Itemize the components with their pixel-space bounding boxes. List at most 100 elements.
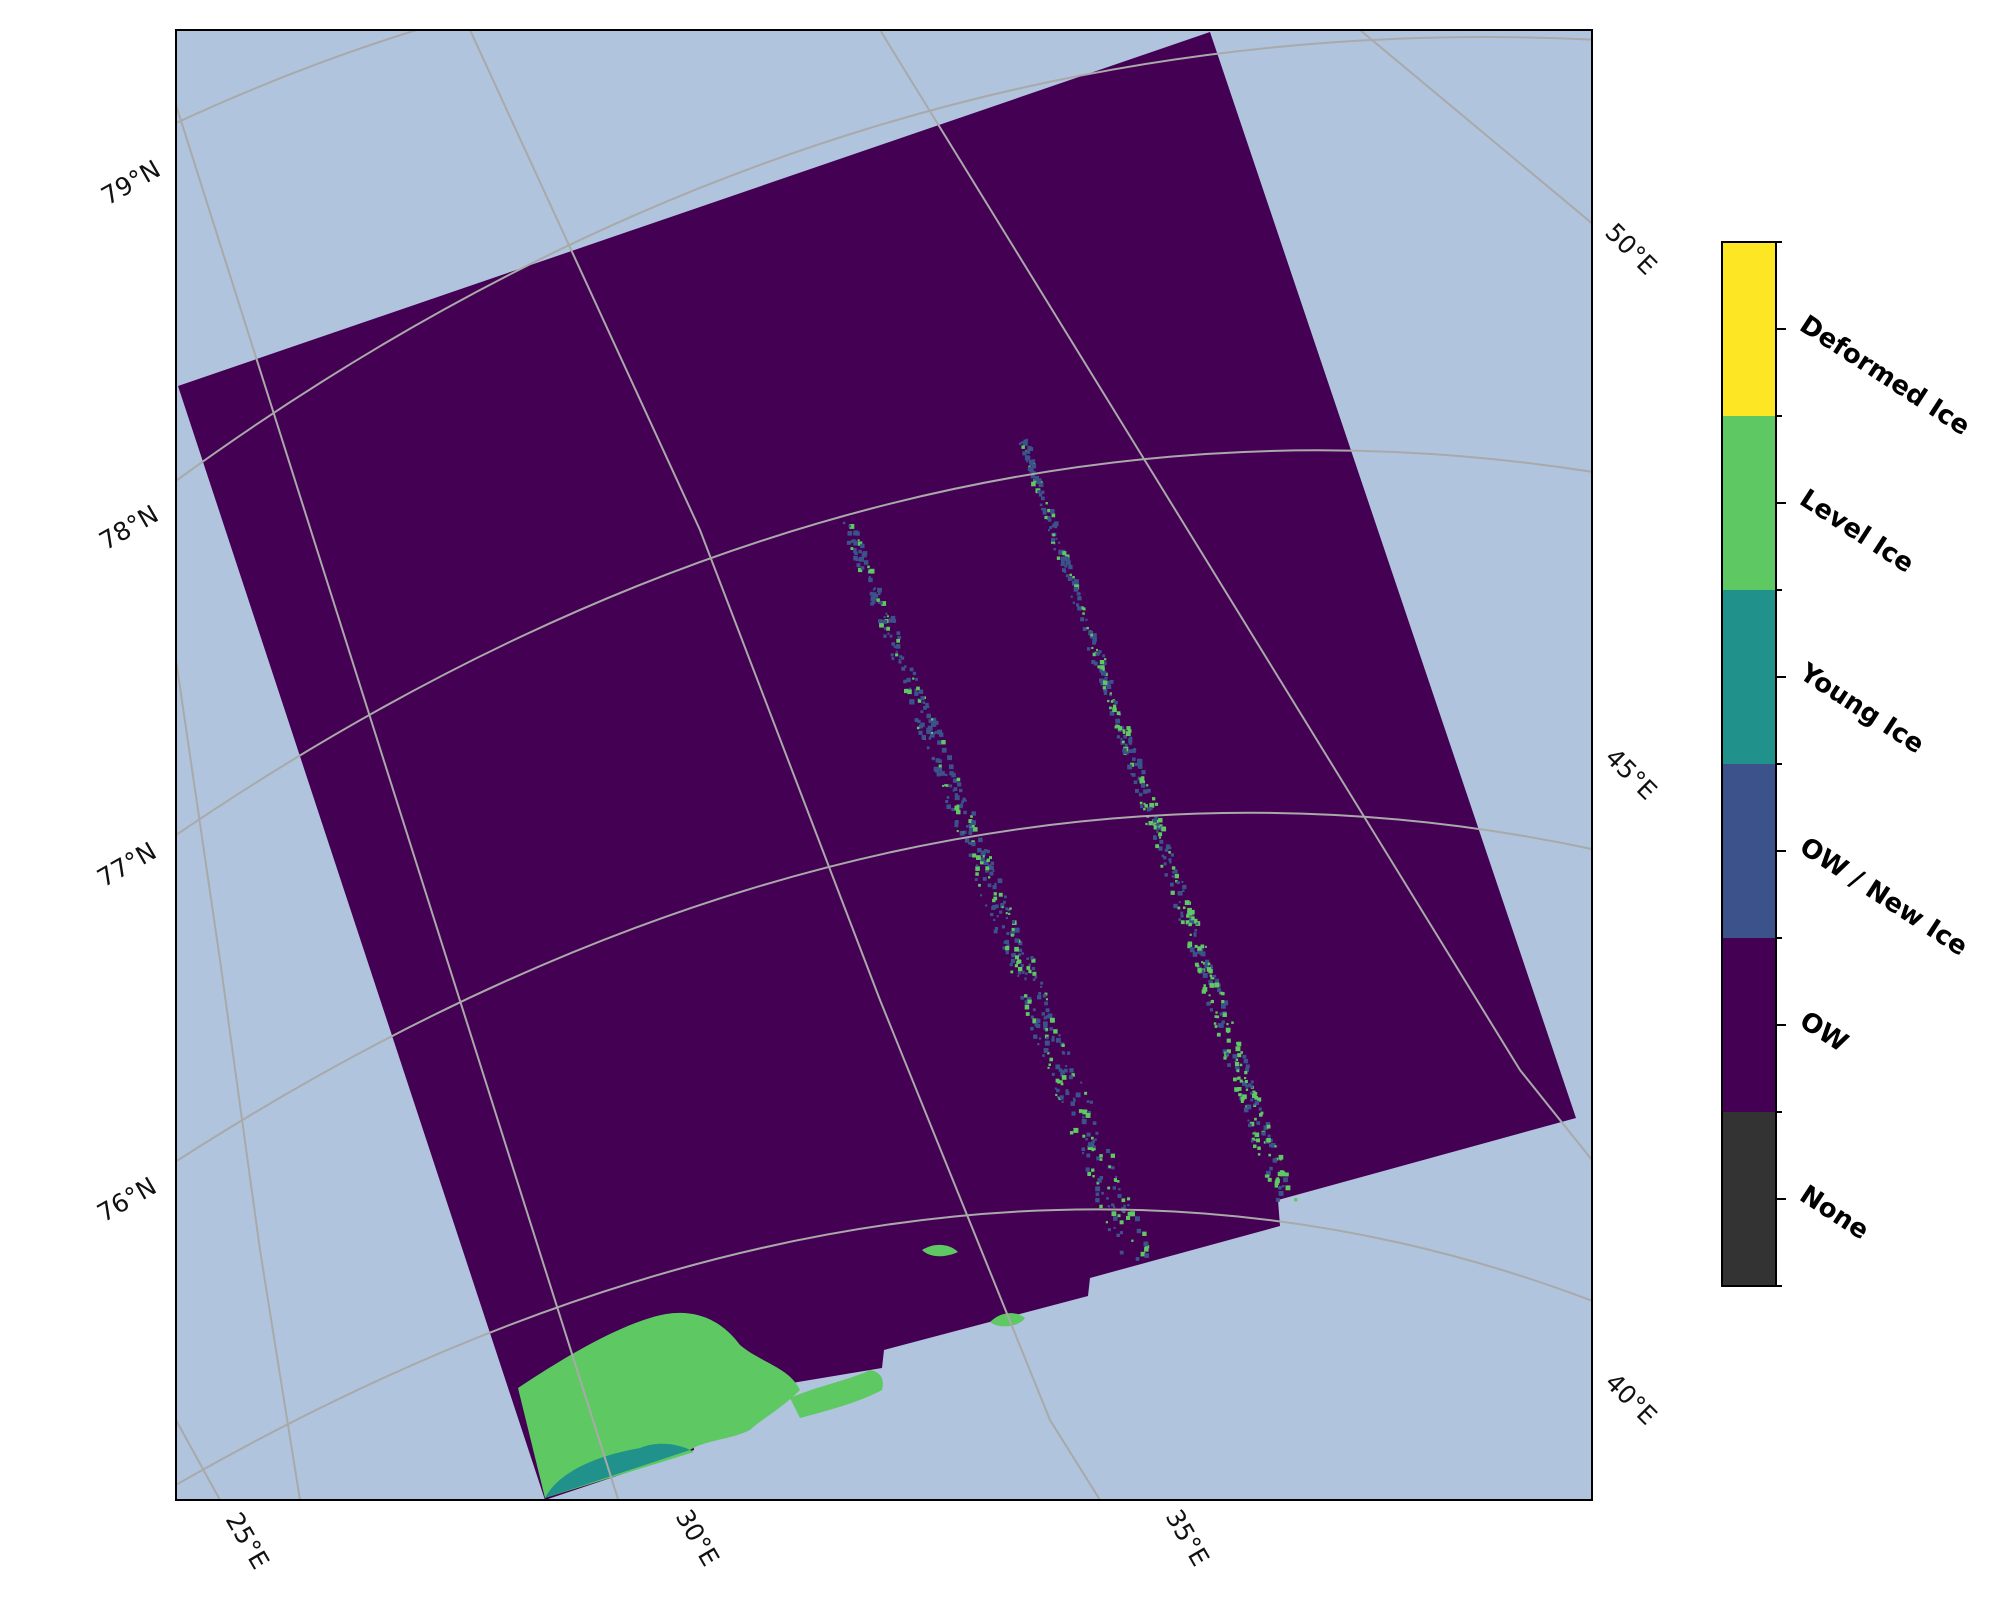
ice-streak-pixel bbox=[920, 722, 925, 728]
ice-streak-pixel bbox=[968, 819, 973, 823]
ice-streak-pixel bbox=[1250, 1098, 1254, 1102]
ice-streak-pixel bbox=[1165, 844, 1171, 849]
ice-streak-pixel bbox=[1024, 455, 1030, 461]
ice-streak-pixel bbox=[956, 777, 961, 782]
ice-streak-pixel bbox=[1197, 946, 1202, 951]
ice-streak-pixel bbox=[1246, 1104, 1252, 1110]
colorbar-segment bbox=[1722, 764, 1776, 939]
ice-streak-pixel bbox=[1117, 1194, 1122, 1198]
ice-streak-pixel bbox=[1107, 699, 1110, 703]
ice-streak-pixel bbox=[1069, 573, 1072, 577]
ice-streak-pixel bbox=[1178, 918, 1181, 921]
ice-streak-pixel bbox=[970, 815, 973, 818]
lon-line-left bbox=[176, 659, 301, 1500]
ice-streak-pixel bbox=[1243, 1058, 1249, 1064]
ice-streak-pixel bbox=[1060, 1073, 1063, 1077]
ice-streak-pixel bbox=[1091, 660, 1096, 665]
ice-streak-pixel bbox=[1037, 995, 1042, 1000]
ice-streak-pixel bbox=[1036, 480, 1040, 484]
ice-streak-pixel bbox=[968, 823, 972, 827]
colorbar-label: Level Ice bbox=[1794, 484, 1919, 580]
ice-streak-pixel bbox=[937, 740, 942, 745]
ice-streaks bbox=[842, 438, 1298, 1261]
lon-line-25 bbox=[176, 104, 620, 1500]
ice-streak-pixel bbox=[1178, 901, 1181, 904]
ice-streak-pixel bbox=[847, 531, 853, 536]
ice-streak-pixel bbox=[993, 929, 998, 934]
ice-streak-pixel bbox=[1060, 1082, 1064, 1086]
ice-streak-pixel bbox=[1280, 1171, 1286, 1177]
ice-streak-pixel bbox=[985, 866, 990, 871]
ice-streak-pixel bbox=[1087, 1142, 1093, 1148]
ice-streak-pixel bbox=[1226, 1049, 1231, 1054]
colorbar-segment bbox=[1722, 590, 1776, 765]
ice-streak-pixel bbox=[1085, 618, 1088, 621]
ice-streak-pixel bbox=[954, 795, 960, 801]
ice-streak-pixel bbox=[985, 904, 988, 907]
lat-label-78: 78°N bbox=[94, 499, 163, 556]
ice-streak-pixel bbox=[1028, 969, 1032, 973]
ice-streak-pixel bbox=[1117, 1180, 1120, 1183]
ice-streak-pixel bbox=[1107, 1228, 1111, 1232]
ice-streak-pixel bbox=[1099, 1154, 1103, 1158]
ice-streak-pixel bbox=[926, 705, 930, 708]
lat-line-75 bbox=[176, 1208, 1592, 1487]
ice-streak-pixel bbox=[934, 730, 938, 734]
ice-streak-pixel bbox=[1053, 524, 1058, 529]
ice-streak-pixel bbox=[1144, 1247, 1149, 1252]
ice-streak-pixel bbox=[1125, 743, 1128, 747]
ice-streak-pixel bbox=[901, 656, 904, 660]
ice-streak-pixel bbox=[1158, 836, 1161, 839]
ice-streak-pixel bbox=[964, 838, 970, 843]
ice-streak-pixel bbox=[1168, 851, 1171, 854]
ice-streak-pixel bbox=[1084, 1091, 1088, 1095]
ice-streak-pixel bbox=[1031, 481, 1036, 487]
ice-streak-pixel bbox=[1027, 455, 1031, 459]
ice-streak-pixel bbox=[1170, 853, 1174, 857]
ice-streak-pixel bbox=[1203, 984, 1206, 987]
ice-streak-pixel bbox=[1127, 729, 1132, 733]
ice-streak-pixel bbox=[1031, 464, 1037, 469]
ice-streak-pixel bbox=[1145, 822, 1148, 826]
ice-streak-pixel bbox=[863, 560, 869, 565]
ice-streak-pixel bbox=[1131, 773, 1136, 777]
ice-streak-pixel bbox=[1207, 962, 1211, 966]
ice-streak-pixel bbox=[1018, 442, 1022, 445]
ice-streak-pixel bbox=[981, 857, 985, 862]
ice-streak-pixel bbox=[952, 778, 957, 783]
ice-streak-pixel bbox=[1275, 1178, 1280, 1184]
ice-streak-pixel bbox=[1082, 1134, 1086, 1138]
ice-streak-pixel bbox=[1235, 1061, 1240, 1066]
ice-streak-pixel bbox=[1158, 846, 1163, 851]
ice-streak-pixel bbox=[1051, 537, 1055, 542]
ice-streak-pixel bbox=[1247, 1119, 1250, 1122]
ice-streak-pixel bbox=[896, 639, 900, 643]
ice-streak-pixel bbox=[1086, 1100, 1090, 1103]
ice-streak-pixel bbox=[898, 658, 901, 661]
ice-streak-pixel bbox=[1100, 667, 1105, 673]
ice-streak-pixel bbox=[1072, 1097, 1076, 1100]
level-ice-region-south bbox=[790, 1370, 883, 1418]
ice-streak-pixel bbox=[1086, 1132, 1091, 1137]
ice-streak-pixel bbox=[878, 592, 881, 596]
ice-streak-pixel bbox=[1247, 1083, 1252, 1088]
ice-streak-pixel bbox=[1075, 1092, 1081, 1098]
ice-streak-pixel bbox=[918, 730, 923, 735]
ice-streak-pixel bbox=[1171, 875, 1174, 878]
ice-streak-pixel bbox=[1065, 1065, 1068, 1068]
ice-streak-pixel bbox=[915, 677, 918, 681]
ice-streak-pixel bbox=[1096, 1181, 1100, 1185]
ice-streak-pixel bbox=[867, 565, 870, 569]
ice-streak-pixel bbox=[1062, 561, 1066, 565]
ice-streak-pixel bbox=[1030, 956, 1034, 960]
ice-streak-pixel bbox=[1139, 777, 1145, 783]
ice-streak-pixel bbox=[1282, 1185, 1285, 1188]
ice-streak-pixel bbox=[1196, 922, 1199, 925]
ice-streak-pixel bbox=[1178, 891, 1183, 896]
ice-streak-pixel bbox=[1073, 1099, 1076, 1102]
ice-streak-pixel bbox=[1009, 907, 1012, 910]
ice-streak-pixel bbox=[1096, 648, 1098, 651]
ice-streak-pixel bbox=[1252, 1132, 1255, 1135]
ice-streak-pixel bbox=[1077, 596, 1082, 601]
ice-streak-pixel bbox=[945, 773, 948, 777]
